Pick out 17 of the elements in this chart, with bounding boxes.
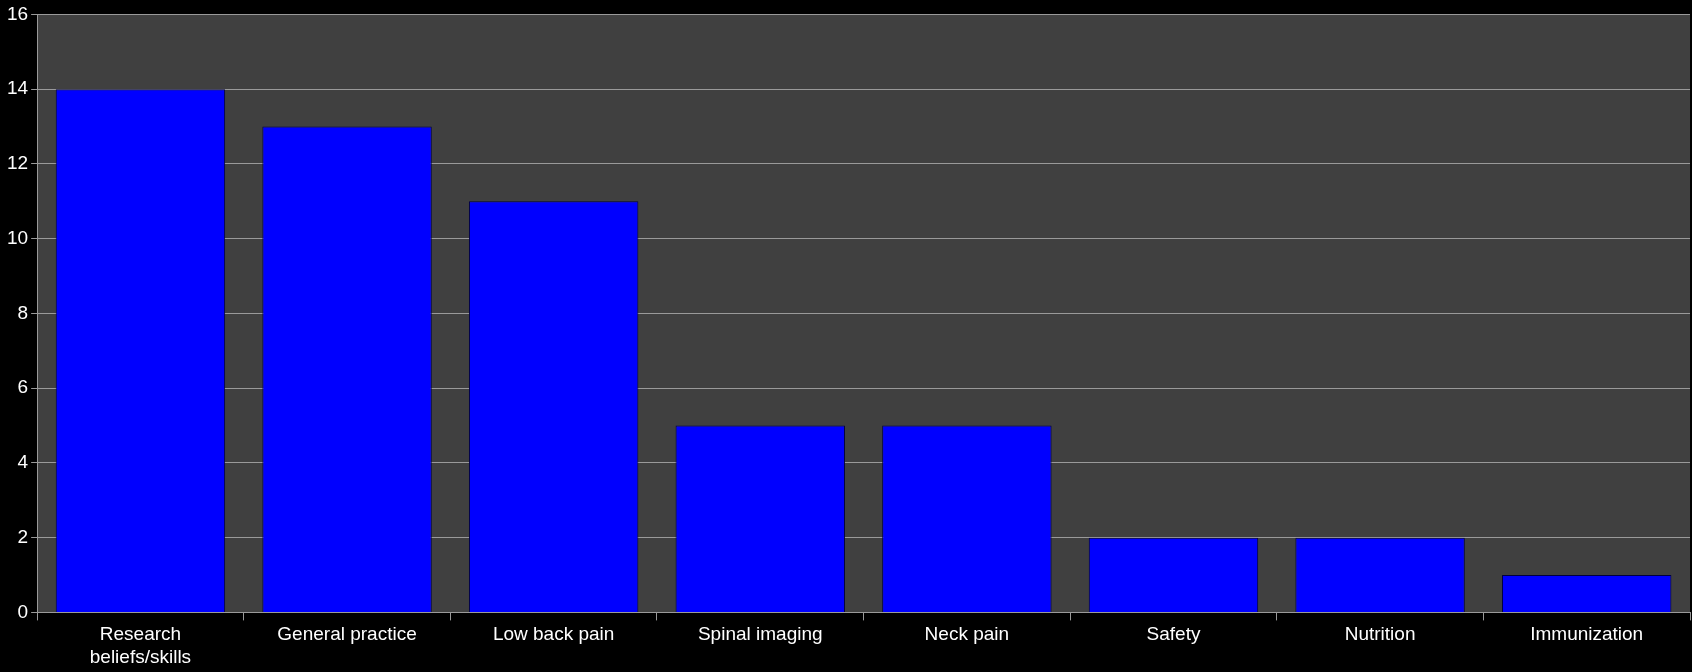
x-tick-label: Research beliefs/skills <box>89 623 192 667</box>
y-tick-label: 10 <box>6 226 29 248</box>
x-tick-label: Immunization <box>1530 623 1644 645</box>
x-tick-label: Spinal imaging <box>697 623 823 645</box>
y-tick-label: 6 <box>17 376 29 398</box>
y-tick-label: 8 <box>17 301 29 323</box>
y-tick-label: 14 <box>6 77 29 99</box>
x-tick-label: Low back pain <box>492 623 615 645</box>
x-tick-label: General practice <box>277 623 417 645</box>
y-tick-label: 2 <box>17 525 29 547</box>
x-tick-label: Nutrition <box>1344 623 1416 645</box>
y-tick-label: 12 <box>6 152 29 174</box>
y-tick-label: 4 <box>17 451 29 473</box>
x-tick-label: Safety <box>1146 623 1201 645</box>
x-tick-label: Neck pain <box>924 623 1010 645</box>
y-tick-label: 0 <box>17 600 29 622</box>
y-tick-label: 16 <box>6 2 29 24</box>
